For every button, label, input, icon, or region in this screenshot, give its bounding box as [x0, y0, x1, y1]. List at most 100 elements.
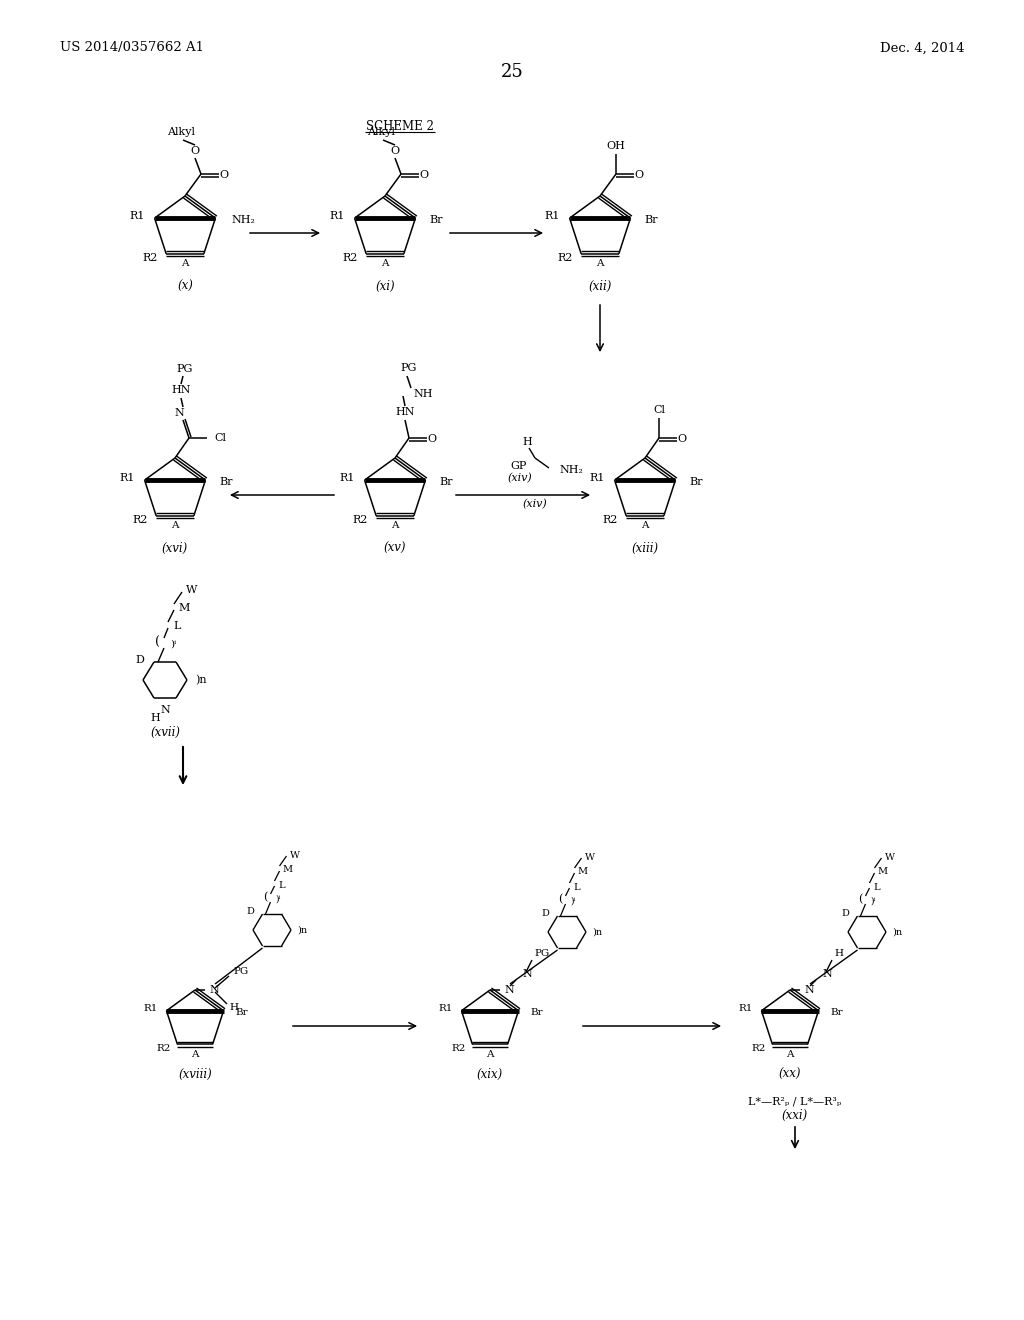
Text: D: D — [542, 909, 550, 919]
Text: R1: R1 — [329, 211, 344, 222]
Text: (xvii): (xvii) — [150, 726, 180, 738]
Text: (xiv): (xiv) — [508, 473, 532, 483]
Text: )ⁱ: )ⁱ — [170, 639, 176, 648]
Text: )ⁱ: )ⁱ — [275, 895, 281, 903]
Text: R1: R1 — [119, 473, 134, 483]
Text: (xx): (xx) — [778, 1068, 801, 1081]
Text: NH₂: NH₂ — [231, 215, 255, 226]
Text: N: N — [209, 985, 219, 995]
Text: (xiv): (xiv) — [522, 499, 548, 510]
Text: O: O — [190, 147, 200, 156]
Text: M: M — [878, 867, 888, 876]
Text: Br: Br — [219, 477, 232, 487]
Text: )n: )n — [195, 675, 207, 685]
Text: A: A — [181, 260, 188, 268]
Text: M: M — [283, 866, 293, 874]
Text: )n: )n — [592, 928, 602, 936]
Text: PG: PG — [233, 968, 248, 977]
Text: R2: R2 — [343, 253, 358, 263]
Text: Dec. 4, 2014: Dec. 4, 2014 — [880, 41, 964, 54]
Text: W: W — [290, 850, 299, 859]
Text: (xxi): (xxi) — [782, 1109, 808, 1122]
Text: Br: Br — [830, 1008, 843, 1018]
Text: PG: PG — [400, 363, 417, 374]
Text: L*—R²ₚ / L*—R³ₚ: L*—R²ₚ / L*—R³ₚ — [749, 1097, 842, 1107]
Text: O: O — [219, 170, 228, 181]
Text: M: M — [578, 867, 588, 876]
Text: A: A — [786, 1049, 794, 1059]
Text: Cl: Cl — [214, 433, 226, 444]
Text: (: ( — [155, 635, 160, 648]
Text: R1: R1 — [143, 1005, 158, 1014]
Text: N: N — [174, 408, 184, 418]
Text: D: D — [247, 908, 255, 916]
Text: R1: R1 — [438, 1005, 453, 1014]
Text: )n: )n — [892, 928, 902, 936]
Text: (xvi): (xvi) — [162, 541, 188, 554]
Text: Br: Br — [236, 1008, 248, 1018]
Text: R2: R2 — [751, 1044, 765, 1053]
Text: (xviii): (xviii) — [178, 1068, 212, 1081]
Text: 25: 25 — [501, 63, 523, 81]
Text: )ⁱ: )ⁱ — [570, 896, 575, 906]
Text: N: N — [804, 985, 814, 995]
Text: H: H — [834, 949, 843, 958]
Text: N: N — [160, 705, 170, 715]
Text: Br: Br — [689, 477, 702, 487]
Text: R2: R2 — [353, 515, 369, 525]
Text: PG: PG — [177, 364, 194, 374]
Text: H: H — [151, 713, 160, 723]
Text: O: O — [427, 434, 436, 445]
Text: (xix): (xix) — [477, 1068, 503, 1081]
Text: (: ( — [858, 894, 862, 904]
Text: NH₂: NH₂ — [559, 465, 583, 475]
Text: Br: Br — [644, 215, 658, 226]
Text: GP: GP — [511, 461, 527, 471]
Text: N: N — [822, 969, 831, 979]
Text: (: ( — [558, 894, 562, 904]
Text: R1: R1 — [544, 211, 559, 222]
Text: H: H — [229, 1003, 238, 1012]
Text: A: A — [381, 260, 389, 268]
Text: L: L — [173, 620, 180, 631]
Text: )n: )n — [297, 925, 307, 935]
Text: R1: R1 — [589, 473, 604, 483]
Text: HN: HN — [395, 407, 415, 417]
Text: D: D — [842, 909, 850, 919]
Text: A: A — [171, 521, 179, 531]
Text: H: H — [522, 437, 531, 447]
Text: SCHEME 2: SCHEME 2 — [366, 120, 434, 133]
Text: O: O — [420, 170, 429, 181]
Text: R1: R1 — [738, 1005, 753, 1014]
Text: R2: R2 — [558, 253, 573, 263]
Text: W: W — [186, 585, 198, 595]
Text: R2: R2 — [133, 515, 148, 525]
Text: W: W — [885, 853, 895, 862]
Text: Cl: Cl — [653, 405, 665, 414]
Text: A: A — [391, 521, 398, 531]
Text: HN: HN — [171, 385, 190, 395]
Text: Br: Br — [429, 215, 443, 226]
Text: PG: PG — [534, 949, 549, 958]
Text: )ⁱ: )ⁱ — [870, 896, 876, 906]
Text: O: O — [678, 434, 686, 445]
Text: A: A — [641, 521, 649, 531]
Text: O: O — [390, 147, 399, 156]
Text: N: N — [522, 969, 531, 979]
Text: (xi): (xi) — [375, 280, 395, 293]
Text: R2: R2 — [451, 1044, 465, 1053]
Text: R2: R2 — [142, 253, 158, 263]
Text: (xv): (xv) — [384, 541, 407, 554]
Text: Alkyl: Alkyl — [167, 127, 195, 137]
Text: N: N — [504, 985, 514, 995]
Text: NH: NH — [413, 389, 432, 399]
Text: Alkyl: Alkyl — [367, 127, 395, 137]
Text: A: A — [486, 1049, 494, 1059]
Text: A: A — [596, 260, 604, 268]
Text: W: W — [585, 853, 595, 862]
Text: Br: Br — [530, 1008, 543, 1018]
Text: (x): (x) — [177, 280, 193, 293]
Text: US 2014/0357662 A1: US 2014/0357662 A1 — [60, 41, 204, 54]
Text: L: L — [873, 883, 880, 891]
Text: R1: R1 — [129, 211, 144, 222]
